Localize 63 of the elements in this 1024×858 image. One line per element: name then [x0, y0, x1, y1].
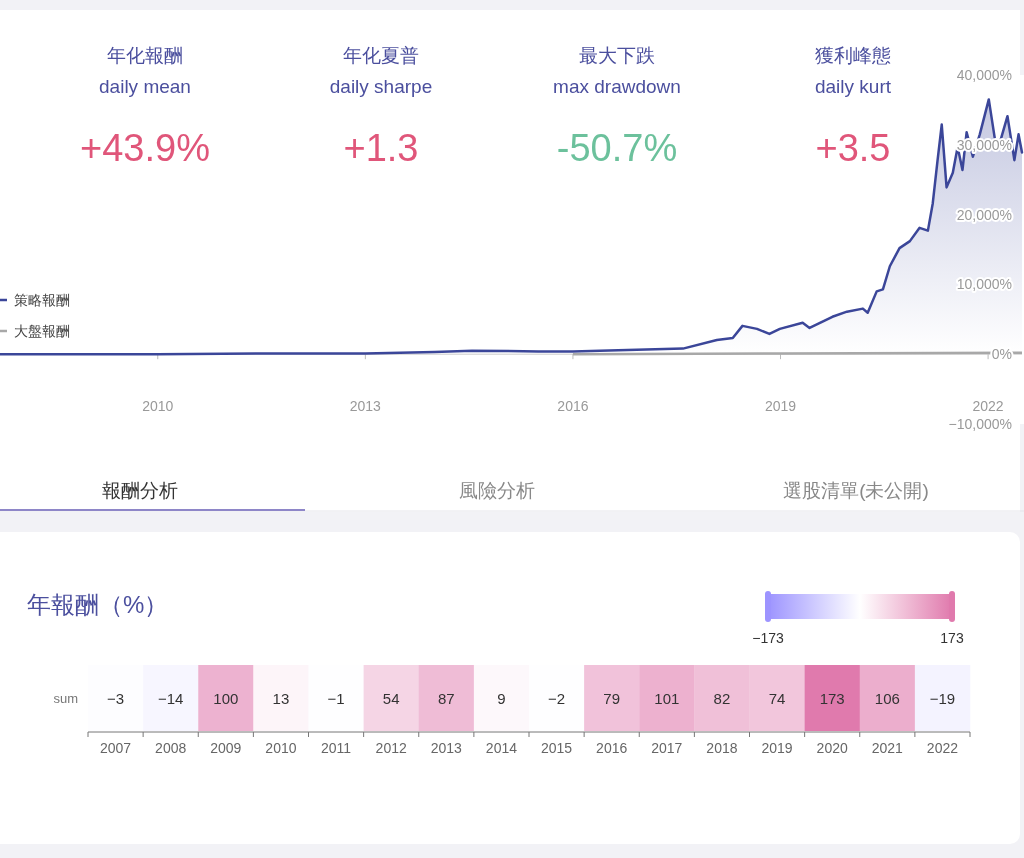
y-tick-label: 20,000%	[956, 206, 1012, 223]
x-tick-label: 2019	[761, 740, 793, 756]
text: 報酬分析	[102, 480, 178, 501]
y-tick-label: sum	[53, 691, 78, 706]
color-bar-label: −173	[752, 630, 784, 646]
x-tick-label: 2018	[706, 740, 738, 756]
data-label: 13	[272, 690, 290, 707]
y-tick-label: 10,000%	[956, 276, 1012, 293]
x-tick-label: 2021	[871, 740, 904, 756]
y-tick-label: 0%	[991, 346, 1012, 363]
color-bar-label: 173	[940, 630, 964, 646]
x-tick-label: 2012	[375, 740, 407, 756]
annotation: max drawdown	[553, 76, 681, 97]
category-label: 獲利峰態	[815, 45, 891, 66]
data-label: 100	[213, 690, 239, 707]
data-label: 173	[819, 690, 845, 707]
data-label: 54	[382, 690, 400, 707]
text: 選股清單(未公開)	[783, 480, 929, 501]
x-tick-label: 2007	[99, 740, 132, 756]
x-tick-label: 2010	[265, 740, 297, 756]
x-tick-label: 2016	[596, 740, 628, 756]
data-label: 87	[437, 690, 455, 707]
text: -50.7%	[556, 127, 678, 169]
x-tick-label: 2019	[764, 398, 797, 414]
annotation: daily sharpe	[329, 76, 433, 97]
annotation: daily kurt	[814, 76, 892, 97]
y-tick-label: 40,000%	[956, 67, 1012, 83]
x-tick-label: 2022	[972, 398, 1004, 414]
data-label: 82	[713, 690, 731, 707]
category-label: 年化夏普	[343, 45, 419, 66]
text: +3.5	[815, 127, 891, 169]
x-tick-label: 2013	[349, 398, 382, 414]
x-tick-label: 2009	[210, 740, 242, 756]
data-label: −2	[548, 690, 566, 707]
text: +43.9%	[80, 127, 210, 169]
legend-label: 策略報酬	[14, 292, 70, 308]
data-label: 101	[654, 690, 680, 707]
text: 風險分析	[459, 480, 535, 501]
x-tick-label: 2020	[816, 740, 848, 756]
x-tick-label: 2015	[540, 740, 573, 756]
x-tick-label: 2008	[155, 740, 187, 756]
annotation: daily mean	[99, 76, 191, 97]
x-tick-label: 2011	[321, 740, 352, 756]
data-label: −3	[107, 690, 125, 707]
x-tick-label: 2016	[557, 398, 589, 414]
data-label: 106	[874, 690, 900, 707]
x-tick-label: 2013	[430, 740, 463, 756]
x-tick-label: 2014	[485, 740, 518, 756]
data-label: −1	[327, 690, 345, 707]
y-tick-label: −10,000%	[948, 416, 1012, 432]
data-label: 9	[497, 690, 506, 707]
legend-label: 大盤報酬	[14, 323, 70, 339]
x-tick-label: 2022	[926, 740, 959, 756]
data-label: 79	[603, 690, 621, 707]
data-label: −19	[929, 690, 956, 707]
category-label: 年化報酬	[107, 45, 183, 66]
data-label: 74	[768, 690, 786, 707]
data-label: −14	[157, 690, 184, 707]
category-label: 最大下跌	[579, 45, 655, 66]
x-tick-label: 2017	[651, 740, 683, 756]
chart-title: 年報酬（%）	[27, 591, 169, 618]
text: +1.3	[343, 127, 419, 169]
x-tick-label: 2010	[142, 398, 174, 414]
